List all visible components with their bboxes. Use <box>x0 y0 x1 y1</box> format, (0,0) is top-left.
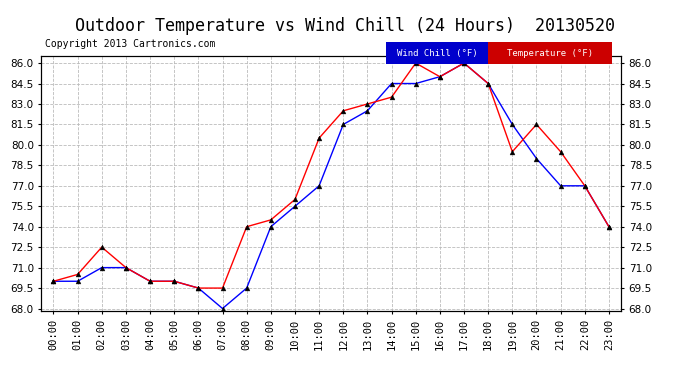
Text: Outdoor Temperature vs Wind Chill (24 Hours)  20130520: Outdoor Temperature vs Wind Chill (24 Ho… <box>75 17 615 35</box>
Text: Wind Chill (°F): Wind Chill (°F) <box>397 48 477 57</box>
Text: Temperature (°F): Temperature (°F) <box>507 48 593 57</box>
Text: Copyright 2013 Cartronics.com: Copyright 2013 Cartronics.com <box>45 39 215 50</box>
